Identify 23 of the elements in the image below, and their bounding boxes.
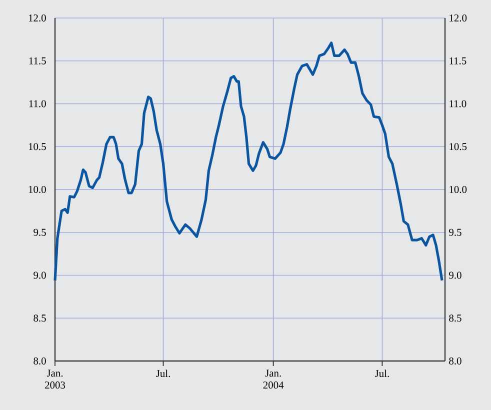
y-tick-label: 9.5: [34, 228, 46, 236]
x-tick-label: Jan. 2003: [44, 370, 66, 389]
x-tick-label: Jul.: [375, 370, 389, 378]
y-tick-label: 12.0: [28, 14, 46, 22]
y-tick-label: 10.0: [28, 186, 46, 194]
y-tick-label: 8.0: [34, 357, 46, 365]
line-series: [54, 42, 444, 282]
y2-tick-label: 10.0: [450, 186, 467, 194]
y2-tick-label: 9.0: [449, 272, 462, 279]
y2-tick-label: 9.5: [449, 228, 462, 236]
y-tick-label: 11.0: [29, 100, 46, 108]
y2-tick-label: 8.0: [449, 357, 462, 365]
x-tick-label: Jul.: [156, 370, 170, 378]
y2-tick-label: 11.0: [450, 100, 466, 108]
y-tick-label: 9.0: [34, 272, 46, 279]
y-tick-label: 10.5: [28, 143, 46, 150]
x-tick-label: Jan. 2004: [263, 370, 284, 389]
y2-tick-label: 12.0: [450, 14, 467, 22]
y2-tick-label: 8.5: [449, 314, 462, 322]
y-tick-label: 11.5: [29, 57, 46, 64]
y-tick-label: 8.5: [34, 314, 46, 322]
y2-tick-label: 11.5: [450, 57, 466, 64]
y2-tick-label: 10.5: [450, 143, 467, 150]
